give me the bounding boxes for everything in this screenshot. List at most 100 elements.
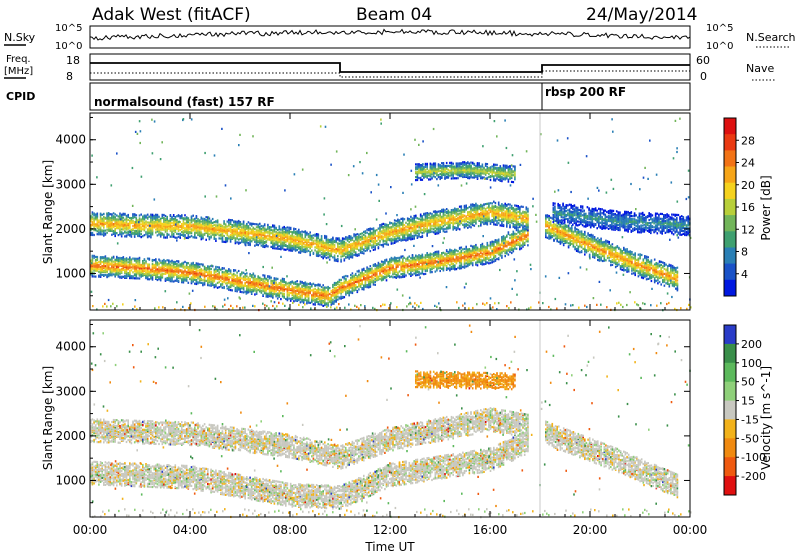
data-cell (286, 293, 289, 296)
data-cell (104, 269, 107, 272)
data-cell (346, 289, 349, 293)
data-cell (233, 237, 235, 240)
data-cell (486, 256, 489, 259)
data-cell (130, 260, 133, 263)
data-cell (255, 229, 258, 232)
data-cell (246, 272, 248, 275)
data-cell (185, 266, 188, 269)
data-cell (510, 240, 513, 243)
data-cell (200, 234, 203, 237)
data-cell (241, 287, 243, 290)
data-cell (176, 232, 178, 235)
data-cell (99, 231, 102, 234)
data-cell (125, 272, 128, 276)
data-cell (293, 288, 295, 291)
data-cell (116, 258, 118, 261)
data-cell (185, 229, 188, 232)
data-cell (291, 238, 294, 241)
data-cell (280, 279, 282, 282)
data-cell (246, 232, 248, 235)
data-cell (96, 212, 99, 215)
data-cell (197, 227, 199, 231)
data-cell (195, 279, 198, 282)
data-cell (483, 256, 485, 259)
data-cell (171, 279, 173, 282)
data-cell (169, 263, 172, 266)
data-cell (273, 236, 276, 239)
data-cell (361, 271, 363, 274)
data-cell (411, 273, 414, 276)
data-cell (418, 273, 420, 276)
data-cell (325, 293, 328, 296)
data-cell (257, 240, 259, 243)
data-cell (96, 214, 99, 217)
data-cell (239, 280, 242, 284)
data-cell (410, 260, 412, 263)
data-cell (367, 269, 370, 272)
data-cell (337, 288, 339, 291)
data-cell (171, 266, 173, 269)
data-cell (169, 221, 172, 224)
data-cell (148, 263, 151, 266)
data-cell (122, 216, 125, 219)
data-cell (350, 276, 352, 279)
data-cell (358, 269, 360, 272)
data-cell (127, 213, 129, 217)
data-cell (185, 227, 188, 230)
data-cell (363, 284, 365, 287)
data-cell (101, 273, 103, 276)
data-cell (319, 283, 321, 286)
data-cell (233, 278, 235, 281)
data-cell (457, 257, 459, 261)
data-cell (137, 232, 139, 235)
data-cell (392, 273, 394, 276)
data-cell (189, 264, 191, 267)
freq-label-2: [MHz] (4, 66, 33, 77)
data-cell (119, 212, 121, 215)
data-cell (307, 243, 310, 246)
data-cell (369, 280, 372, 283)
data-cell (148, 215, 151, 218)
data-cell (215, 265, 217, 268)
data-cell (194, 219, 196, 222)
data-cell (337, 280, 339, 283)
data-cell (369, 268, 372, 271)
data-cell (202, 233, 204, 236)
cpid-segment-2: rbsp 200 RF (545, 85, 626, 99)
data-cell (285, 236, 287, 239)
data-cell (376, 275, 378, 278)
data-cell (484, 262, 487, 265)
data-cell (112, 223, 115, 226)
data-cell (138, 230, 141, 233)
data-cell (200, 263, 203, 266)
data-cell (146, 213, 149, 216)
data-cell (371, 279, 373, 282)
data-cell (376, 271, 378, 274)
data-cell (203, 220, 206, 223)
data-cell (93, 275, 95, 278)
data-cell (507, 253, 510, 256)
data-cell (354, 283, 357, 286)
data-cell (289, 234, 292, 237)
data-cell (133, 273, 136, 276)
data-cell (182, 281, 185, 284)
data-cell (190, 218, 193, 221)
data-cell (171, 268, 173, 271)
data-cell (286, 231, 289, 234)
data-cell (515, 233, 518, 236)
data-cell (174, 262, 177, 266)
data-cell (390, 256, 393, 259)
data-cell (270, 229, 272, 232)
data-cell (507, 232, 510, 236)
data-cell (229, 220, 232, 224)
data-cell (280, 236, 282, 239)
data-cell (260, 227, 263, 230)
data-cell (247, 236, 250, 240)
data-cell (509, 246, 511, 249)
data-cell (304, 281, 307, 284)
data-cell (460, 262, 463, 265)
data-cell (198, 229, 201, 232)
data-cell (234, 228, 237, 231)
data-cell (155, 258, 157, 261)
